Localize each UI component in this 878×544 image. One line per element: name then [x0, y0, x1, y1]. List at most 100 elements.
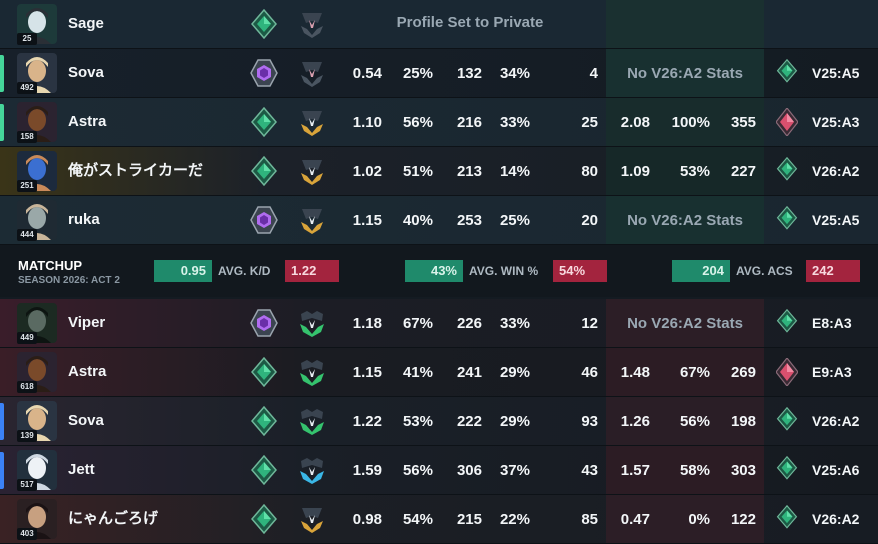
- matchup-season: SEASON 2026: ACT 2: [18, 275, 120, 286]
- ally-player-row[interactable]: 25 Sage Profile Set to Private: [0, 0, 878, 49]
- games-played: 43: [581, 462, 598, 479]
- emerald-rank-icon: [250, 8, 278, 40]
- games-played: 20: [581, 212, 598, 229]
- kd-value: 1.15: [352, 212, 382, 229]
- diamond-peak-icon: [298, 455, 326, 485]
- enemy-avg-acs: 242: [806, 260, 860, 282]
- peak-act-label: V25:A3: [812, 114, 860, 130]
- emerald-peak-icon: [298, 357, 326, 387]
- peak-act-label: V26:A2: [812, 163, 860, 179]
- acs-value: 216: [456, 114, 482, 131]
- row-divider: [0, 48, 878, 49]
- act-kd-value: 2.08: [620, 114, 650, 131]
- player-name[interactable]: Viper: [68, 314, 106, 331]
- peak-act-label: V26:A2: [812, 511, 860, 527]
- enemy-avg-kd: 1.22: [285, 260, 339, 282]
- ally-avg-acs: 204: [672, 260, 730, 282]
- current-act-stats-panel: [606, 446, 764, 495]
- headshot-percent: 40%: [402, 212, 433, 229]
- avg-kd-label: AVG. K/D: [218, 264, 271, 278]
- account-level-badge: 403: [17, 528, 37, 540]
- emerald-peak-icon: [298, 308, 326, 338]
- emerald-rank-icon: [776, 455, 798, 484]
- kd-value: 1.15: [352, 364, 382, 381]
- act-kd-value: 1.48: [620, 364, 650, 381]
- enemy-player-row[interactable]: 403 にゃんごろげ 0.98 54% 215 22% 85 0.47 0% 122 V26:A2: [0, 495, 878, 544]
- immortal-rank-icon: [775, 107, 799, 137]
- games-played: 80: [581, 163, 598, 180]
- enemy-avg-win: 54%: [553, 260, 607, 282]
- act-win-rate: 100%: [671, 114, 710, 131]
- row-divider: [0, 396, 878, 397]
- games-played: 12: [581, 315, 598, 332]
- current-act-stats-panel: [606, 397, 764, 446]
- player-name[interactable]: ruka: [68, 211, 100, 228]
- headshot-percent: 54%: [402, 511, 433, 528]
- player-name[interactable]: Astra: [68, 363, 107, 380]
- act-win-rate: 58%: [679, 462, 710, 479]
- current-act-stats-panel: [606, 196, 764, 245]
- acs-value: 306: [456, 462, 482, 479]
- enemy-player-row[interactable]: 139 Sova 1.22 53% 222 29% 93 1.26 56% 198 V26:A2: [0, 397, 878, 446]
- win-rate: 33%: [499, 114, 530, 131]
- ally-avg-kd: 0.95: [154, 260, 212, 282]
- kd-value: 1.10: [352, 114, 382, 131]
- win-rate: 33%: [499, 315, 530, 332]
- kd-value: 0.54: [352, 65, 382, 82]
- player-name[interactable]: 俺がストライカーだ: [68, 162, 204, 179]
- account-level-badge: 492: [17, 82, 37, 94]
- avg-win-label: AVG. WIN %: [469, 264, 539, 278]
- account-level-badge: 251: [17, 180, 37, 192]
- emerald-rank-icon: [250, 454, 278, 486]
- emerald-rank-icon: [250, 356, 278, 388]
- ally-player-row[interactable]: 158 Astra 1.10 56% 216 33% 25 2.08 100% 355 V25:A3: [0, 98, 878, 147]
- account-level-badge: 618: [17, 381, 37, 393]
- player-name[interactable]: にゃんごろげ: [68, 510, 159, 527]
- emerald-rank-icon: [776, 406, 798, 435]
- acs-value: 213: [456, 163, 482, 180]
- current-act-stats-panel: [606, 495, 764, 544]
- peak-act-label: E8:A3: [812, 315, 852, 331]
- gold-rank-icon: [298, 205, 326, 235]
- emerald-rank-icon: [776, 156, 798, 185]
- act-kd-value: 1.57: [620, 462, 650, 479]
- account-level-badge: 158: [17, 131, 37, 143]
- player-name[interactable]: Astra: [68, 113, 107, 130]
- games-played: 4: [589, 65, 598, 82]
- act-acs-value: 269: [730, 364, 756, 381]
- emerald-rank-icon: [776, 504, 798, 533]
- agent-avatar: [17, 450, 57, 490]
- immortal-rank-icon: [775, 357, 799, 387]
- party-indicator: [0, 104, 4, 141]
- row-divider: [0, 347, 878, 348]
- account-level-badge: 25: [17, 33, 37, 45]
- row-divider: [0, 146, 878, 147]
- peak-act-label: V25:A5: [812, 65, 860, 81]
- ally-player-row[interactable]: 444 ruka 1.15 40% 253 25% 20 No V26:A2 Stats V25…: [0, 196, 878, 245]
- account-level-badge: 139: [17, 430, 37, 442]
- no-act-stats-text: No V26:A2 Stats: [627, 212, 743, 229]
- player-name[interactable]: Jett: [68, 461, 95, 478]
- unranked-rank-icon: [298, 9, 326, 39]
- ascendant-rank-icon: [250, 205, 278, 235]
- player-name[interactable]: Sova: [68, 412, 104, 429]
- row-divider: [0, 244, 878, 245]
- win-rate: 29%: [499, 364, 530, 381]
- account-level-badge: 444: [17, 229, 37, 241]
- gold-rank-icon: [298, 504, 326, 534]
- enemy-player-row[interactable]: 517 Jett 1.59 56% 306 37% 43 1.57 58% 303 V25:A6: [0, 446, 878, 495]
- player-name[interactable]: Sage: [68, 15, 104, 32]
- enemy-player-row[interactable]: 618 Astra 1.15 41% 241 29% 46 1.48 67% 269 E9:A3: [0, 348, 878, 397]
- agent-avatar: [17, 499, 57, 539]
- emerald-rank-icon: [776, 205, 798, 234]
- act-win-rate: 0%: [688, 511, 710, 528]
- win-rate: 29%: [499, 413, 530, 430]
- win-rate: 14%: [499, 163, 530, 180]
- player-name[interactable]: Sova: [68, 64, 104, 81]
- ally-player-row[interactable]: 492 Sova 0.54 25% 132 34% 4 No V26:A2 Stats V25:…: [0, 49, 878, 98]
- ally-player-row[interactable]: 251 俺がストライカーだ 1.02 51% 213 14% 80 1.09 53% 227 V26…: [0, 147, 878, 196]
- enemy-player-row[interactable]: 449 Viper 1.18 67% 226 33% 12 No V26:A2 Stats E8…: [0, 299, 878, 348]
- current-act-stats-panel: [606, 299, 764, 348]
- agent-avatar: [17, 401, 57, 441]
- current-act-stats-panel: [606, 49, 764, 98]
